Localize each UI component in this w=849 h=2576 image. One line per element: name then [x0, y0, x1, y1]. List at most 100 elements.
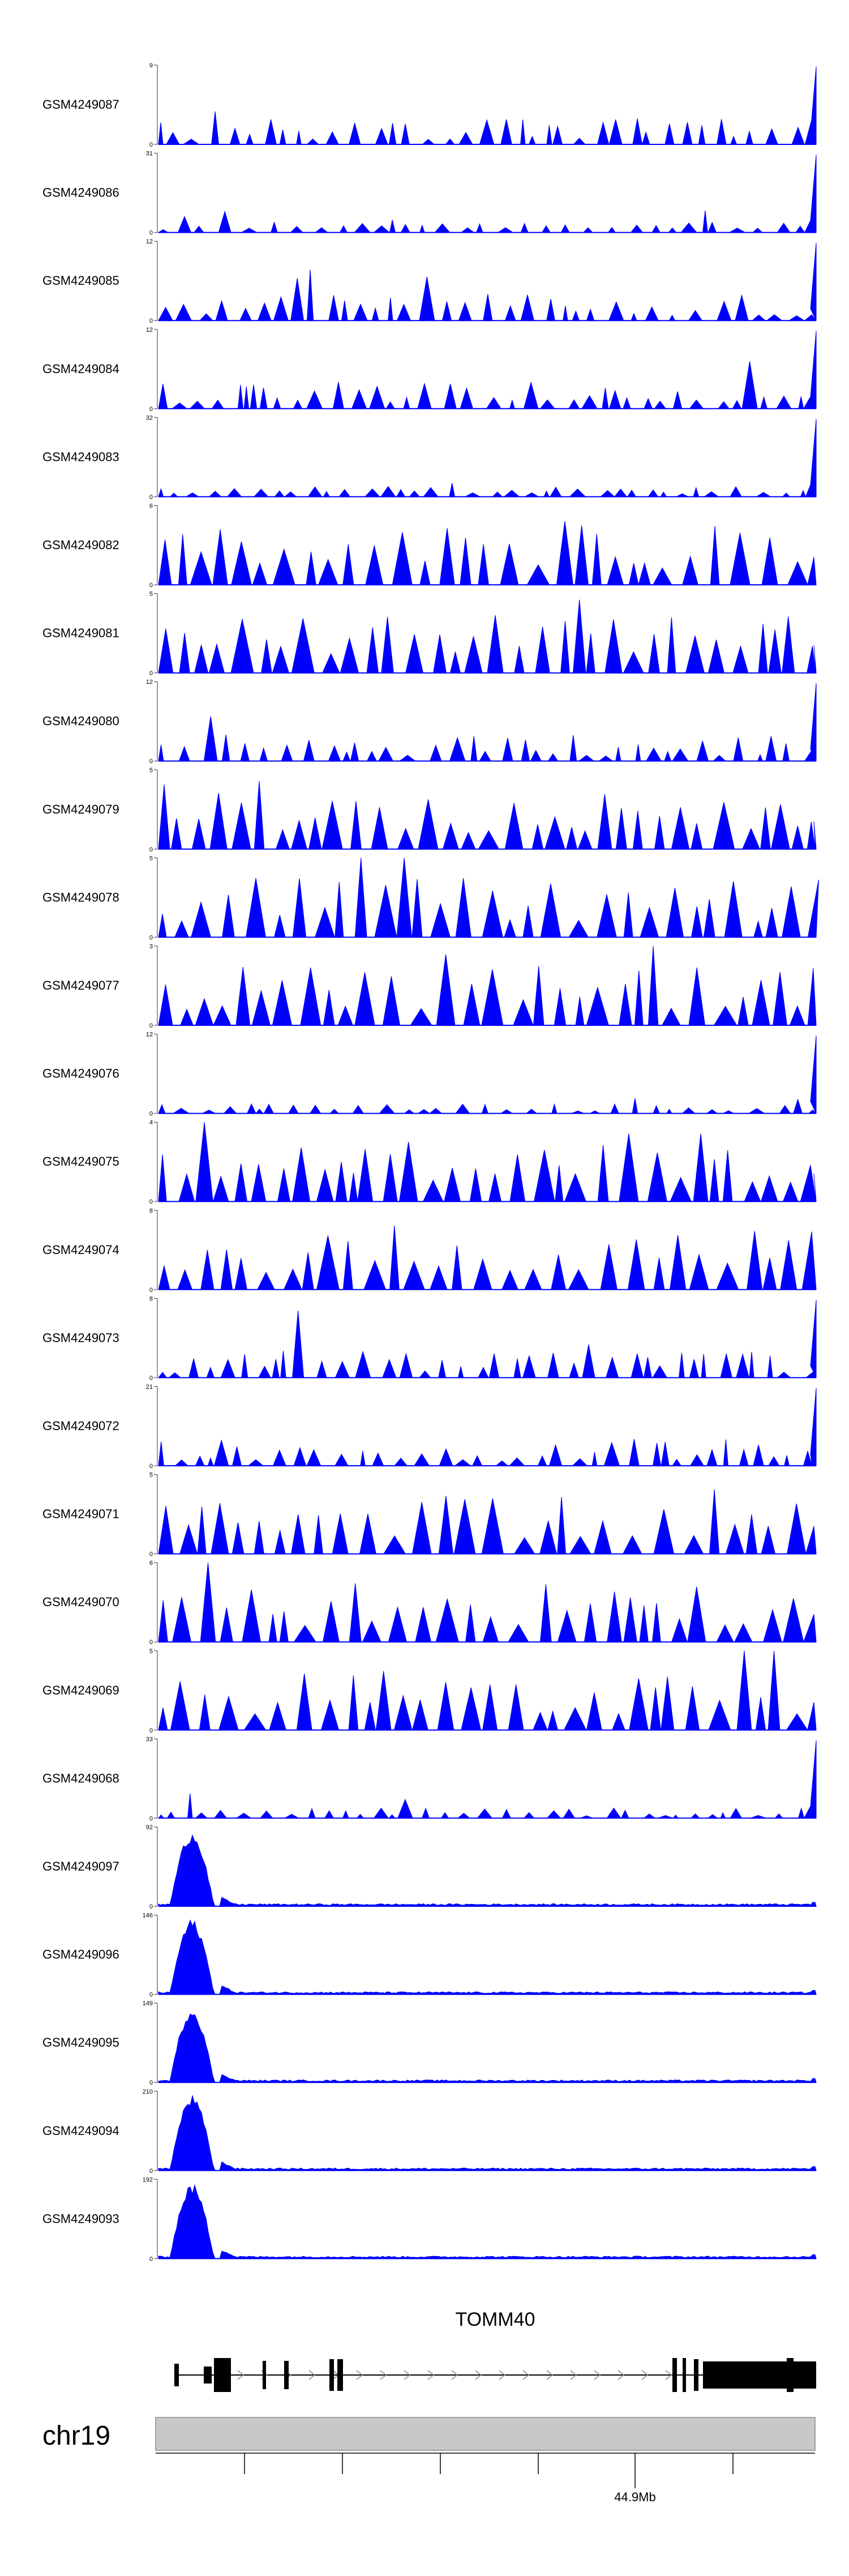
- y-axis-max-label: 12: [146, 238, 153, 245]
- y-axis-min-label: 0: [149, 142, 153, 148]
- y-axis-min-label: 0: [149, 318, 153, 324]
- track-label: GSM4249076: [42, 1067, 119, 1081]
- track-GSM4249074: GSM4249074 8 0: [42, 1208, 817, 1294]
- y-axis-min-label: 0: [149, 1199, 153, 1205]
- track-label: GSM4249097: [42, 1859, 119, 1873]
- signal-area: [158, 781, 817, 850]
- strand-arrow: [451, 2370, 458, 2380]
- y-axis-min-label: 0: [149, 1815, 153, 1822]
- chromosome-ideogram: [155, 2417, 816, 2451]
- y-axis-min-label: 0: [149, 230, 153, 237]
- signal-area: [158, 1489, 817, 1555]
- y-axis-max-label: 21: [146, 1384, 153, 1390]
- gene-exon: [337, 2359, 343, 2391]
- gene-exon: [214, 2358, 231, 2392]
- track-GSM4249071: GSM4249071 5 0: [42, 1472, 817, 1558]
- gene-exon: [683, 2358, 686, 2392]
- strand-arrow: [641, 2370, 649, 2380]
- track-GSM4249087: GSM4249087 9 0: [42, 62, 817, 148]
- strand-arrow: [380, 2370, 387, 2380]
- y-axis-min-label: 0: [149, 1022, 153, 1029]
- strand-arrow: [570, 2370, 577, 2380]
- y-axis-max-label: 192: [143, 2176, 153, 2183]
- strand-arrow: [308, 2370, 316, 2380]
- y-axis-max-label: 6: [149, 503, 153, 510]
- track-label: GSM4249085: [42, 273, 119, 288]
- y-axis-max-label: 4: [149, 1119, 153, 1126]
- track-label: GSM4249096: [42, 1948, 119, 1962]
- track-GSM4249069: GSM4249069 5 0: [42, 1648, 817, 1734]
- signal-area: [158, 1388, 817, 1466]
- y-axis-min-label: 0: [149, 1551, 153, 1558]
- signal-area: [158, 2013, 817, 2083]
- track-label: GSM4249081: [42, 626, 119, 640]
- signal-area: [158, 858, 819, 938]
- y-axis-max-label: 92: [146, 1824, 153, 1831]
- signal-area: [158, 331, 817, 410]
- genomic-ruler: [156, 2453, 815, 2488]
- strand-arrow: [427, 2370, 435, 2380]
- track-label: GSM4249074: [42, 1243, 119, 1257]
- signal-area: [157, 1740, 817, 1819]
- y-axis-max-label: 12: [146, 1032, 153, 1038]
- track-label: GSM4249068: [42, 1771, 119, 1785]
- signal-area: [158, 683, 817, 761]
- strand-arrow: [237, 2370, 245, 2380]
- y-axis-max-label: 8: [149, 1295, 153, 1302]
- y-axis-min-label: 0: [149, 1903, 153, 1910]
- y-axis-min-label: 0: [149, 2256, 153, 2262]
- y-axis-min-label: 0: [149, 406, 153, 413]
- y-axis-min-label: 0: [149, 758, 153, 765]
- signal-tracks: GSM424908790GSM4249086310GSM4249085120GS…: [42, 62, 819, 2262]
- y-axis-min-label: 0: [149, 846, 153, 853]
- y-axis-max-label: 3: [149, 943, 153, 950]
- track-GSM4249083: GSM4249083 32 0: [42, 414, 817, 500]
- track-GSM4249094: GSM4249094 210 0: [42, 2089, 817, 2175]
- gene-exon: [787, 2358, 794, 2392]
- gene-exon: [174, 2364, 179, 2386]
- signal-area: [158, 1650, 817, 1731]
- track-GSM4249072: GSM4249072 21 0: [42, 1384, 817, 1470]
- strand-arrow: [665, 2370, 672, 2380]
- ruler-tick-label: 44.9Mb: [614, 2490, 655, 2504]
- strand-arrow: [594, 2370, 601, 2380]
- y-axis-max-label: 12: [146, 679, 153, 686]
- track-GSM4249095: GSM4249095 149 0: [42, 2000, 817, 2086]
- gene-exon: [329, 2359, 334, 2391]
- y-axis-min-label: 0: [149, 1287, 153, 1294]
- track-label: GSM4249080: [42, 714, 119, 728]
- gene-exon: [694, 2359, 698, 2391]
- y-axis-max-label: 149: [143, 2000, 153, 2007]
- track-GSM4249085: GSM4249085 12 0: [42, 238, 817, 324]
- signal-area: [157, 155, 817, 233]
- gene-exon: [263, 2361, 266, 2389]
- strand-arrow: [404, 2370, 411, 2380]
- track-label: GSM4249071: [42, 1507, 119, 1521]
- signal-area: [158, 242, 817, 321]
- track-GSM4249080: GSM4249080 12 0: [42, 679, 817, 765]
- track-GSM4249078: GSM4249078 5 0: [42, 855, 819, 941]
- y-axis-min-label: 0: [149, 1639, 153, 1646]
- track-GSM4249077: GSM4249077 3 0: [42, 943, 817, 1029]
- y-axis-max-label: 5: [149, 767, 153, 774]
- y-axis-max-label: 8: [149, 1208, 153, 1214]
- track-label: GSM4249087: [42, 97, 119, 112]
- y-axis-min-label: 0: [149, 1992, 153, 1999]
- chromosome-name: chr19: [42, 2421, 110, 2451]
- gene-exon: [204, 2367, 212, 2384]
- signal-area: [158, 1035, 817, 1114]
- y-axis-max-label: 5: [149, 591, 153, 598]
- y-axis-max-label: 32: [146, 414, 153, 421]
- y-axis-min-label: 0: [149, 1463, 153, 1470]
- y-axis-min-label: 0: [149, 582, 153, 589]
- signal-area: [157, 1300, 817, 1378]
- gene-exon: [672, 2358, 677, 2392]
- track-label: GSM4249082: [42, 538, 119, 552]
- y-axis-max-label: 5: [149, 1648, 153, 1655]
- track-label: GSM4249070: [42, 1595, 119, 1609]
- y-axis-min-label: 0: [149, 1375, 153, 1381]
- y-axis-max-label: 9: [149, 62, 153, 69]
- track-label: GSM4249075: [42, 1154, 119, 1169]
- signal-area: [158, 419, 817, 498]
